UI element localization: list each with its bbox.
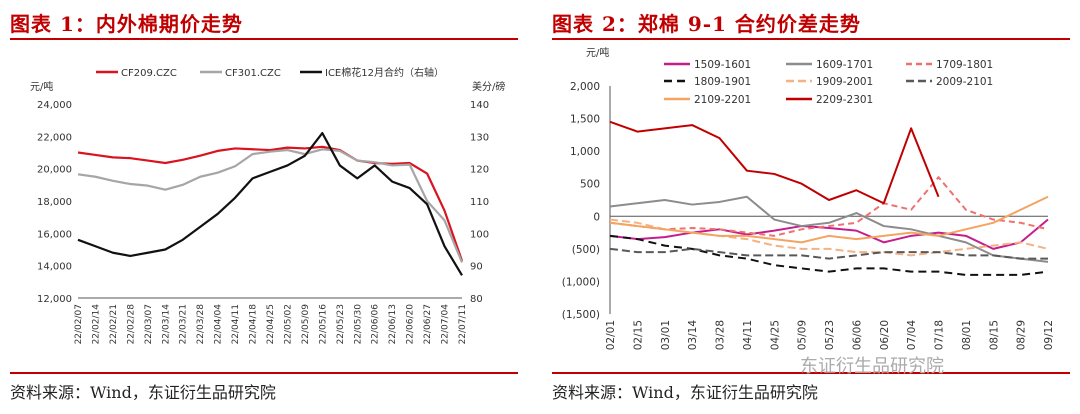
x-tick: 05/09 <box>797 320 809 350</box>
series-line-1609-1701 <box>609 195 1049 263</box>
legend-label: 2209-2301 <box>816 94 873 106</box>
x-tick: 22/06/06 <box>371 304 381 345</box>
y-tick: 0 <box>593 211 600 223</box>
y-tick: (500) <box>572 244 600 256</box>
legend-label: 2009-2101 <box>936 76 993 88</box>
x-tick: 08/15 <box>988 320 1000 350</box>
x-tick: 22/06/20 <box>406 304 416 345</box>
series-line-CF301.CZC <box>77 148 464 263</box>
x-tick: 22/06/27 <box>423 304 433 344</box>
x-tick: 22/05/23 <box>336 304 346 344</box>
x-tick: 22/03/14 <box>161 304 171 345</box>
legend-label: 1909-2001 <box>816 76 873 88</box>
chart2-title-rule <box>552 38 1070 40</box>
series-line-2109-2201 <box>609 195 1049 244</box>
x-tick: 22/02/21 <box>109 304 119 344</box>
chart2-source: 资料来源：Wind，东证衍生品研究院 <box>552 383 818 402</box>
y-tick-right: 90 <box>470 262 483 273</box>
y-tick: 2,000 <box>570 81 600 93</box>
x-tick: 22/07/04 <box>441 304 451 345</box>
chart1-plot: 元/吨 美分/磅 12,000 14,000 16,000 18,000 20,000 22,… <box>30 66 505 345</box>
chart1-source: 资料来源：Wind，东证衍生品研究院 <box>10 383 276 402</box>
x-tick: 07/18 <box>934 320 946 350</box>
series-line-1509-1601 <box>609 218 1049 250</box>
x-tick: 09/12 <box>1043 320 1055 350</box>
x-tick: 22/05/16 <box>318 304 328 345</box>
y-tick-left: 20,000 <box>37 165 72 176</box>
x-tick: 06/20 <box>879 320 891 350</box>
series-line-CF209.CZC <box>77 145 464 262</box>
series-line-2209-2301 <box>609 120 940 205</box>
series-line-2009-2101 <box>609 247 1048 260</box>
y-tick: 1,500 <box>570 114 600 126</box>
watermark: 东证衍生品研究院 <box>800 356 944 377</box>
x-tick: 22/03/21 <box>179 304 189 344</box>
series-line-ICE棉花12月合约（右轴） <box>77 132 463 276</box>
legend-label: 1609-1701 <box>816 59 873 71</box>
x-tick: 22/05/30 <box>353 304 363 345</box>
chart2-plot: 元/吨 (1,500) (1,000) (500) 0 500 1,000 1,500 2,00… <box>562 46 1055 351</box>
x-tick: 22/05/02 <box>283 304 293 344</box>
chart1-title: 图表 1：内外棉期价走势 <box>10 12 243 36</box>
series-line-1709-1801 <box>609 176 1049 237</box>
legend-label: 1809-1901 <box>694 76 751 88</box>
x-tick: 07/04 <box>906 320 918 351</box>
y-tick-left: 22,000 <box>37 132 72 143</box>
legend-label: CF301.CZC <box>225 68 281 79</box>
y-tick: 1,000 <box>570 146 600 158</box>
legend-label: ICE棉花12月合约（右轴） <box>325 66 444 79</box>
x-tick: 22/02/28 <box>126 304 136 345</box>
x-tick: 22/03/28 <box>196 304 206 345</box>
x-tick: 03/28 <box>715 320 727 350</box>
y-tick-right: 80 <box>470 294 483 305</box>
y-tick-right: 140 <box>470 100 489 111</box>
x-tick: 02/15 <box>632 320 644 350</box>
y-tick-left: 18,000 <box>37 197 72 208</box>
x-tick: 22/02/07 <box>74 304 84 344</box>
y-tick-left: 24,000 <box>37 100 72 111</box>
x-tick: 03/01 <box>660 320 672 350</box>
legend-label: 1509-1601 <box>694 59 751 71</box>
x-tick: 08/29 <box>1016 320 1028 350</box>
x-tick: 22/03/07 <box>144 304 154 344</box>
y-axis-right-label: 美分/磅 <box>472 80 505 93</box>
y-tick-right: 120 <box>470 165 489 176</box>
x-tick: 04/11 <box>742 320 754 350</box>
x-tick: 05/23 <box>824 320 836 350</box>
legend-label: CF209.CZC <box>121 68 177 79</box>
y-tick: 500 <box>580 179 600 191</box>
x-tick: 02/01 <box>605 320 617 350</box>
y-tick-left: 12,000 <box>37 294 72 305</box>
chart2-title: 图表 2：郑棉 9-1 合约价差走势 <box>552 12 861 36</box>
chart1-title-rule <box>10 38 518 40</box>
y-tick: (1,500) <box>562 309 600 321</box>
series-line-1809-1901 <box>609 234 1049 276</box>
legend-label: 1709-1801 <box>936 59 993 71</box>
x-tick: 22/04/04 <box>214 304 224 345</box>
x-tick: 04/25 <box>769 320 781 350</box>
x-tick: 22/07/11 <box>458 304 468 344</box>
y-tick-right: 100 <box>470 229 489 240</box>
y-tick-left: 16,000 <box>37 229 72 240</box>
x-tick: 22/04/11 <box>231 304 241 344</box>
x-tick: 08/01 <box>961 320 973 350</box>
y-tick-left: 14,000 <box>37 262 72 273</box>
legend-label: 2109-2201 <box>694 94 751 106</box>
y-tick: (1,000) <box>562 276 600 288</box>
x-tick: 22/06/13 <box>388 304 398 344</box>
x-tick: 22/02/14 <box>91 304 101 345</box>
x-tick: 22/04/18 <box>249 304 259 345</box>
chart2-source-rule <box>552 372 1070 374</box>
y-tick-right: 130 <box>470 132 489 143</box>
x-tick: 03/14 <box>687 320 699 351</box>
y-axis-left-label: 元/吨 <box>30 80 53 93</box>
chart1-source-rule <box>10 372 518 374</box>
y-axis-label: 元/吨 <box>586 46 609 59</box>
y-tick-right: 110 <box>470 197 489 208</box>
x-tick: 22/05/09 <box>301 304 311 345</box>
x-tick: 06/06 <box>851 320 863 351</box>
x-tick: 22/04/25 <box>266 304 276 344</box>
